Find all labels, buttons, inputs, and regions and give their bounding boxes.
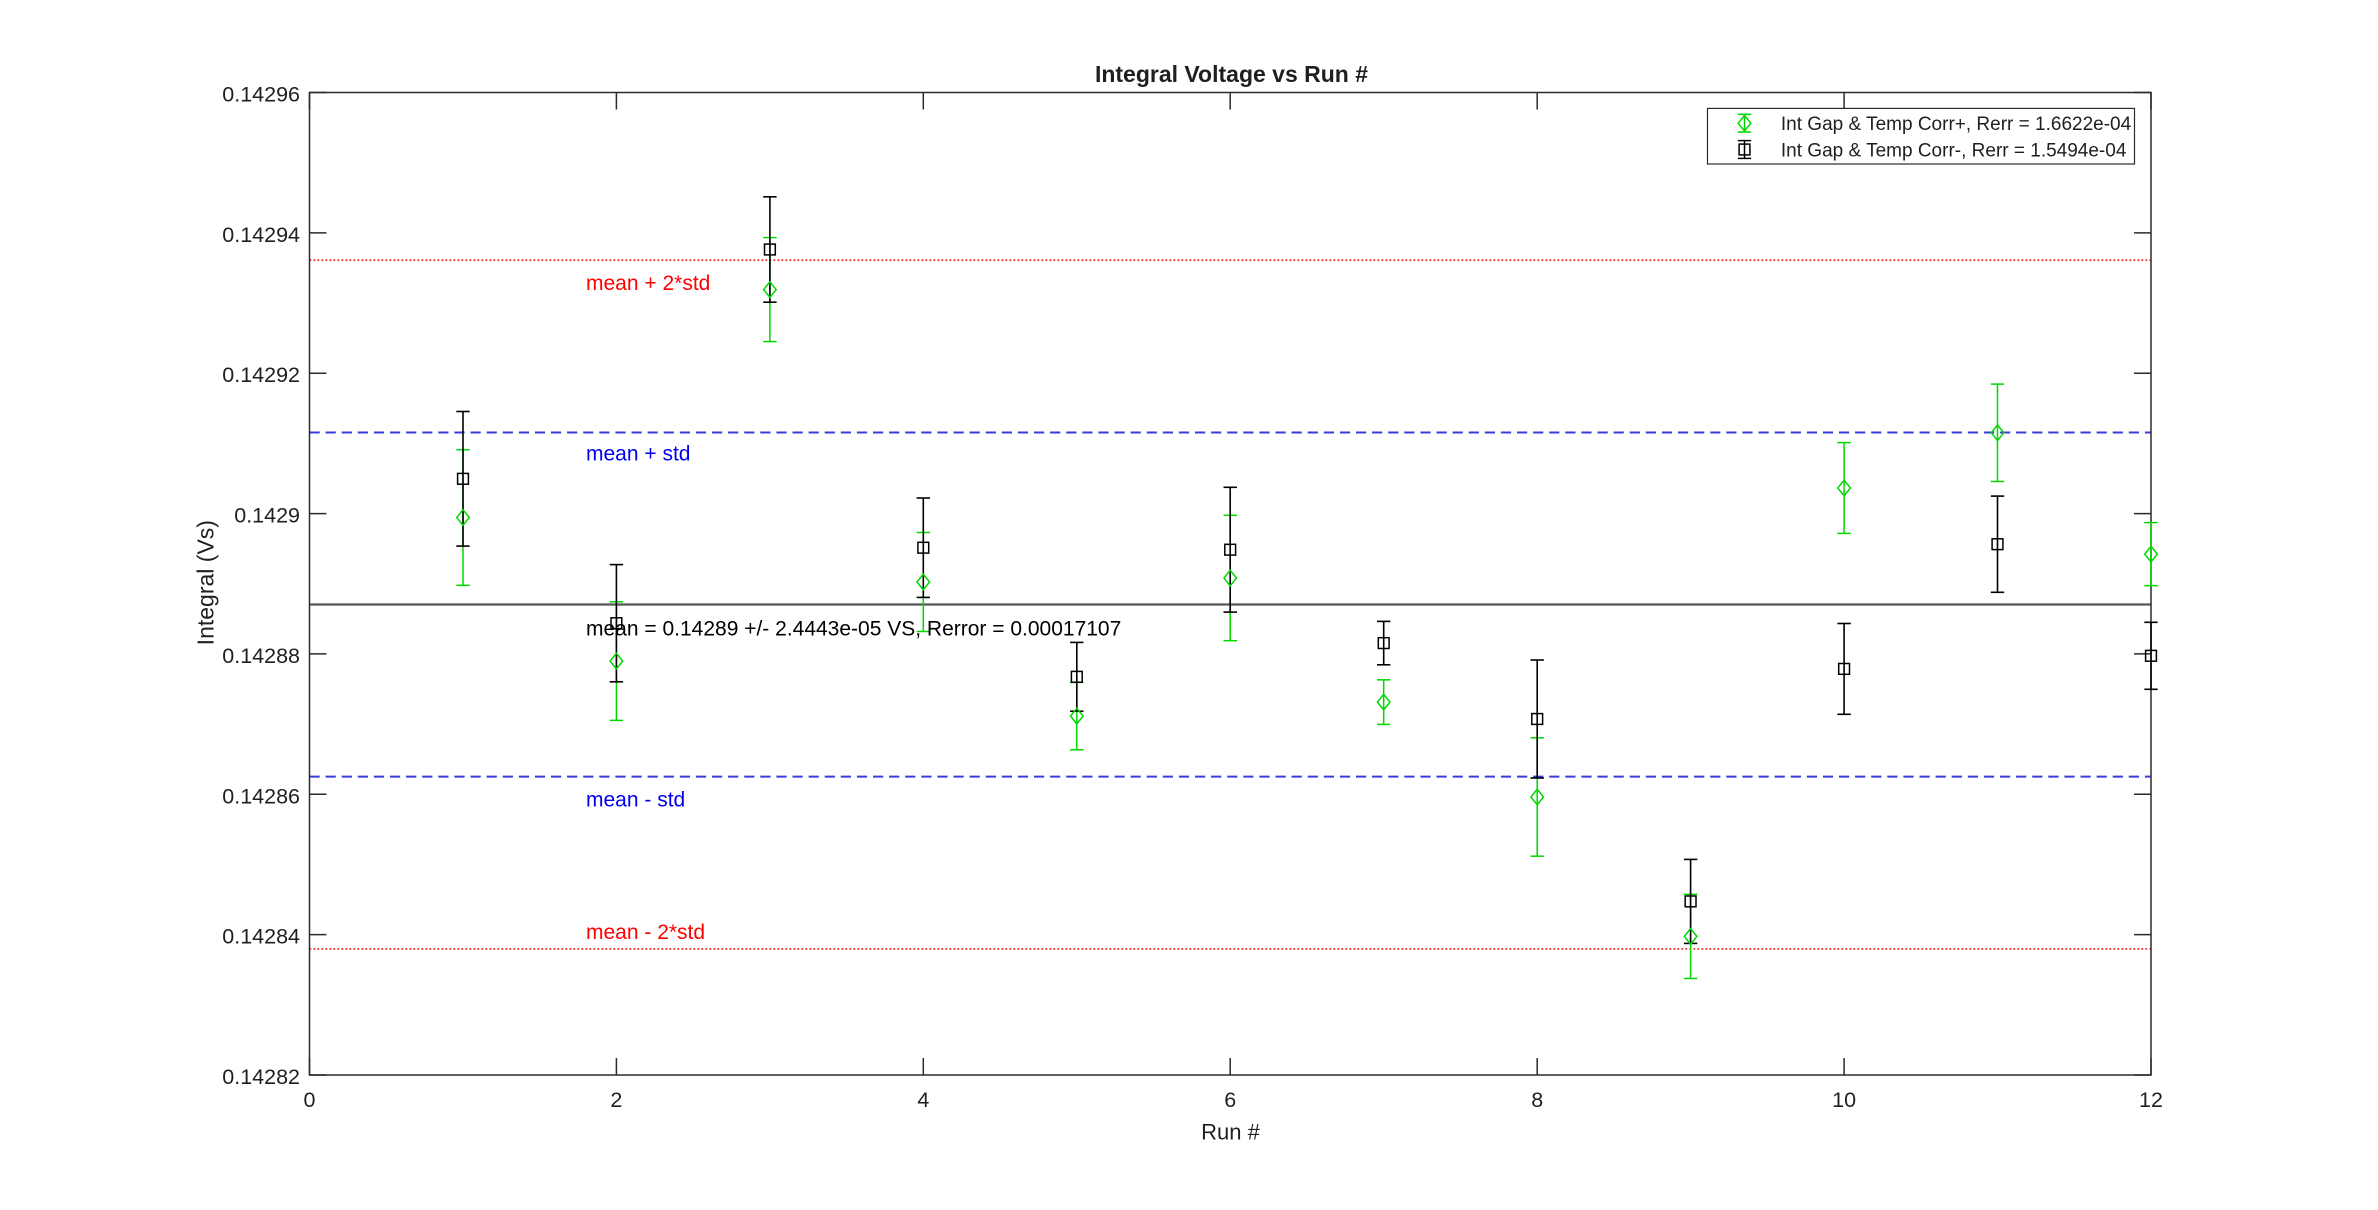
- svg-text:0: 0: [304, 1088, 316, 1112]
- svg-text:0.14288: 0.14288: [222, 644, 300, 668]
- svg-text:Integral (Vs): Integral (Vs): [193, 520, 219, 645]
- svg-text:0.14294: 0.14294: [222, 223, 300, 247]
- svg-text:mean - std: mean - std: [586, 788, 685, 811]
- svg-text:Int Gap & Temp Corr-, Rerr = 1: Int Gap & Temp Corr-, Rerr = 1.5494e-04: [1781, 140, 2127, 161]
- svg-text:mean + 2*std: mean + 2*std: [586, 272, 710, 295]
- svg-text:mean + std: mean + std: [586, 442, 690, 465]
- svg-text:4: 4: [917, 1088, 929, 1112]
- svg-text:Run #: Run #: [1201, 1119, 1260, 1144]
- svg-text:0.14286: 0.14286: [222, 784, 300, 808]
- svg-text:mean = 0.14289 +/- 2.4443e-05: mean = 0.14289 +/- 2.4443e-05 VS, Rerror…: [586, 617, 1121, 640]
- svg-text:2: 2: [610, 1088, 622, 1112]
- svg-text:0.14292: 0.14292: [222, 363, 300, 387]
- svg-text:mean - 2*std: mean - 2*std: [586, 921, 705, 944]
- svg-text:6: 6: [1224, 1088, 1236, 1112]
- svg-text:8: 8: [1531, 1088, 1543, 1112]
- svg-text:12: 12: [2139, 1088, 2163, 1112]
- svg-text:Integral Voltage vs Run #: Integral Voltage vs Run #: [1095, 61, 1368, 87]
- svg-text:0.14296: 0.14296: [222, 83, 300, 107]
- svg-text:10: 10: [1832, 1088, 1856, 1112]
- svg-text:0.1429: 0.1429: [234, 504, 300, 528]
- svg-text:0.14284: 0.14284: [222, 925, 300, 949]
- svg-text:Int Gap & Temp Corr+, Rerr = 1: Int Gap & Temp Corr+, Rerr = 1.6622e-04: [1781, 114, 2132, 135]
- svg-text:0.14282: 0.14282: [222, 1065, 300, 1089]
